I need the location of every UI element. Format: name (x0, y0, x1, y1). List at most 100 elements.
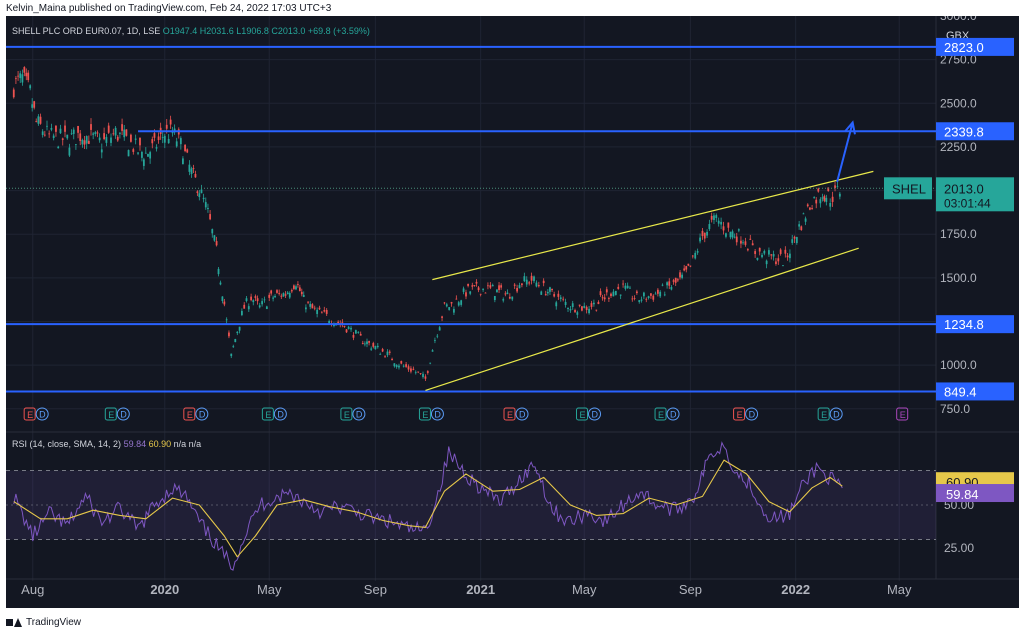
dividend-marker-icon (515, 407, 529, 421)
rsi-na: n/a n/a (173, 439, 202, 449)
candle-body (836, 186, 839, 188)
candle-body (112, 133, 115, 135)
candle-body (258, 305, 261, 308)
price-tick-label: 3000.0 (940, 16, 977, 23)
candle-body (809, 207, 811, 210)
last-price-box (936, 177, 1014, 212)
candle-body (27, 72, 30, 81)
price-tick-label: 2500.0 (940, 96, 977, 110)
candle-body (374, 346, 377, 350)
price-tick-label: 2750.0 (940, 53, 977, 67)
level-label-box (936, 315, 1014, 334)
time-tick-label: Sep (679, 582, 702, 597)
candle-body (386, 351, 389, 356)
candle-body (588, 308, 590, 314)
candle-body (402, 365, 405, 367)
earnings-marker-letter: E (344, 410, 350, 420)
candle-body (343, 325, 346, 328)
candle-body (311, 304, 314, 309)
candle-body (722, 226, 725, 231)
chart-canvas[interactable]: 750.01000.01250.01500.01750.02000.02250.… (6, 16, 1019, 608)
candle-body (405, 364, 408, 367)
candle-body (147, 153, 149, 157)
candle-body (94, 132, 97, 134)
candle-body (549, 287, 551, 292)
candle-body (689, 265, 692, 267)
earnings-marker-letter: E (187, 410, 193, 420)
candle-body (574, 310, 576, 313)
candle-body (793, 236, 796, 239)
earnings-marker-icon (733, 407, 746, 421)
candle-body (410, 368, 412, 372)
candle-body (443, 302, 446, 304)
candle-body (542, 280, 545, 284)
earnings-marker-letter: E (422, 410, 428, 420)
candle-body (436, 335, 439, 337)
candle-body (605, 289, 608, 293)
candle-body (731, 231, 734, 238)
level-label-box (936, 37, 1014, 56)
rsi-tick-label: 25.00 (944, 541, 974, 555)
candle-body (763, 250, 766, 254)
candle-body (784, 249, 787, 254)
candle-body (130, 134, 132, 142)
candle-body (445, 304, 448, 307)
dividend-marker-letter: D (592, 410, 599, 420)
candle-body (254, 296, 257, 298)
candle-body (48, 133, 51, 135)
chart-frame[interactable]: 750.01000.01250.01500.01750.02000.02250.… (6, 16, 1019, 608)
earnings-dividend-marker[interactable]: E (896, 407, 909, 421)
candle-body (487, 285, 489, 287)
candle-body (15, 78, 17, 80)
candle-body (72, 129, 75, 134)
candle-body (370, 348, 373, 350)
candle-body (555, 302, 558, 307)
dividend-marker-letter: D (749, 410, 756, 420)
channel-upper-line (432, 170, 874, 281)
candle-body (720, 221, 723, 225)
candle-body (696, 251, 699, 253)
candle-body (431, 350, 434, 352)
candle-body (540, 291, 543, 295)
candle-body (791, 239, 794, 243)
candle-body (603, 297, 606, 300)
candle-body (368, 341, 370, 343)
candle-body (407, 366, 410, 370)
candle-body (607, 298, 610, 299)
candle-body (590, 303, 593, 307)
candle-body (455, 298, 458, 300)
symbol-legend: SHELL PLC ORD EUR0.07, 1D, LSE O1947.4 H… (12, 26, 370, 36)
candle-body (511, 296, 514, 300)
last-price-value: 2013.0 (944, 181, 984, 196)
candle-body (250, 296, 253, 301)
candle-body (302, 294, 305, 297)
candle-body (211, 229, 214, 234)
projection-arrow (836, 122, 854, 183)
candle-body (155, 147, 158, 149)
candle-body (708, 224, 711, 230)
candle-body (190, 168, 193, 174)
candle-body (286, 292, 289, 295)
candle-body (252, 300, 255, 303)
candle-body (290, 290, 293, 292)
candle-body (523, 276, 526, 282)
candle-body (398, 365, 400, 368)
candle-body (55, 125, 57, 132)
candle-body (729, 231, 732, 238)
candle-body (207, 207, 209, 209)
candle-body (654, 293, 657, 295)
candle-body (263, 299, 266, 301)
candle-body (87, 140, 90, 144)
candle-body (261, 301, 264, 305)
